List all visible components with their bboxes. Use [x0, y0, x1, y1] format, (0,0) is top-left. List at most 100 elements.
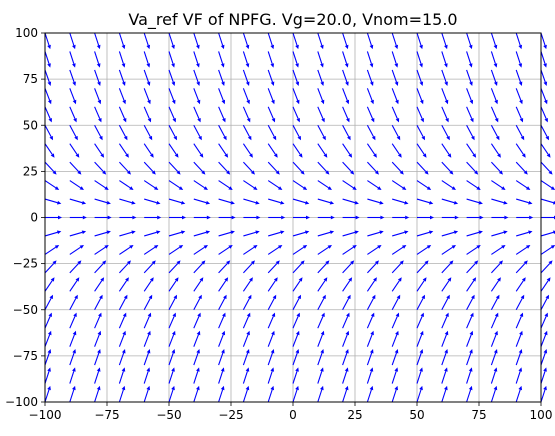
vector-arrow	[94, 349, 101, 366]
vector-arrow	[118, 277, 129, 292]
vector-arrow	[118, 161, 131, 175]
vector-arrow	[441, 385, 448, 403]
vector-arrow	[292, 51, 299, 68]
vector-arrow	[416, 32, 423, 50]
vector-arrow	[118, 32, 126, 50]
vector-arrow	[490, 106, 499, 123]
vector-arrow	[540, 294, 550, 311]
vector-arrow	[515, 143, 526, 158]
vector-arrow	[292, 312, 300, 329]
vector-arrow	[218, 230, 235, 237]
vector-arrow	[416, 230, 434, 237]
vector-arrow	[367, 198, 384, 205]
vector-arrow	[94, 215, 112, 220]
vector-arrow	[218, 260, 231, 274]
vector-arrow	[490, 349, 498, 366]
vector-arrow	[342, 106, 350, 123]
x-tick-label: 50	[409, 408, 424, 422]
vector-arrow	[44, 277, 55, 292]
vector-arrow	[69, 245, 84, 255]
x-tick-label: 0	[289, 408, 297, 422]
vector-arrow	[45, 215, 62, 220]
vector-arrow	[515, 88, 523, 105]
vector-arrow	[242, 277, 253, 292]
vector-arrow	[441, 312, 449, 329]
vector-arrow	[44, 349, 52, 366]
vector-arrow	[416, 349, 424, 366]
vector-arrow	[516, 215, 534, 220]
vector-arrow	[491, 180, 506, 190]
vector-arrow	[292, 277, 303, 292]
vector-arrow	[242, 32, 250, 50]
vector-arrow	[416, 161, 429, 175]
vector-arrow	[168, 277, 179, 292]
vector-arrow	[218, 180, 233, 190]
vector-arrow	[466, 277, 477, 292]
vector-arrow	[416, 143, 427, 158]
vector-arrow	[69, 106, 77, 123]
vector-arrow	[218, 245, 233, 255]
vector-arrow	[44, 143, 55, 158]
vector-arrow	[143, 277, 154, 292]
vector-arrow	[268, 215, 286, 220]
vector-arrow	[94, 124, 103, 141]
vector-arrow	[317, 215, 335, 220]
vector-arrow	[540, 69, 548, 86]
vector-arrow	[317, 349, 324, 366]
vector-arrow	[490, 312, 499, 329]
vector-arrow	[515, 245, 531, 255]
vector-arrow	[242, 51, 250, 68]
vector-arrow	[391, 330, 399, 347]
vector-arrow	[193, 349, 200, 366]
vector-arrow	[416, 385, 423, 403]
vector-arrow	[540, 51, 547, 68]
vector-arrow	[193, 51, 200, 68]
vector-arrow	[540, 161, 553, 175]
vector-arrow	[366, 385, 374, 403]
vector-arrow	[391, 161, 404, 175]
vector-arrow	[416, 198, 434, 205]
vector-arrow	[540, 330, 548, 347]
vector-arrow	[242, 106, 251, 123]
vector-arrow	[515, 51, 523, 68]
vector-arrow	[292, 88, 300, 105]
vector-arrow	[367, 215, 385, 220]
vector-arrow	[69, 349, 76, 366]
vector-arrow	[317, 385, 324, 403]
vector-arrow	[69, 198, 87, 205]
chart-title: Va_ref VF of NPFG. Vg=20.0, Vnom=15.0	[128, 10, 457, 30]
vector-arrow	[193, 106, 201, 123]
vector-arrow	[515, 385, 523, 403]
vector-arrow	[342, 143, 353, 158]
vector-arrow	[540, 349, 548, 366]
vector-arrow	[391, 260, 404, 274]
vector-arrow	[416, 51, 423, 68]
vector-arrow	[94, 294, 103, 311]
vector-arrow	[342, 367, 349, 384]
vector-arrow	[168, 330, 176, 347]
vector-arrow	[292, 349, 300, 366]
vector-arrow	[168, 349, 176, 366]
vector-arrow	[94, 161, 107, 175]
vector-arrow	[218, 106, 226, 123]
vector-arrow	[441, 88, 449, 105]
vector-arrow	[94, 69, 101, 86]
vector-arrow	[441, 106, 449, 123]
vector-arrow	[441, 260, 454, 274]
vector-arrow	[242, 312, 251, 329]
vector-arrow	[342, 51, 349, 68]
vector-arrow	[267, 161, 280, 175]
vector-arrow	[267, 330, 275, 347]
vector-arrow	[317, 260, 330, 274]
vector-arrow	[267, 124, 277, 141]
vector-arrow	[317, 32, 324, 50]
vector-arrow	[466, 32, 473, 50]
vector-arrow	[118, 69, 126, 86]
vector-arrow	[466, 106, 474, 123]
vector-arrow	[391, 69, 399, 86]
vector-arrow	[69, 51, 76, 68]
vector-arrow	[267, 88, 275, 105]
vector-arrow	[490, 69, 498, 86]
vector-arrow	[491, 198, 508, 205]
vector-arrow	[317, 106, 325, 123]
